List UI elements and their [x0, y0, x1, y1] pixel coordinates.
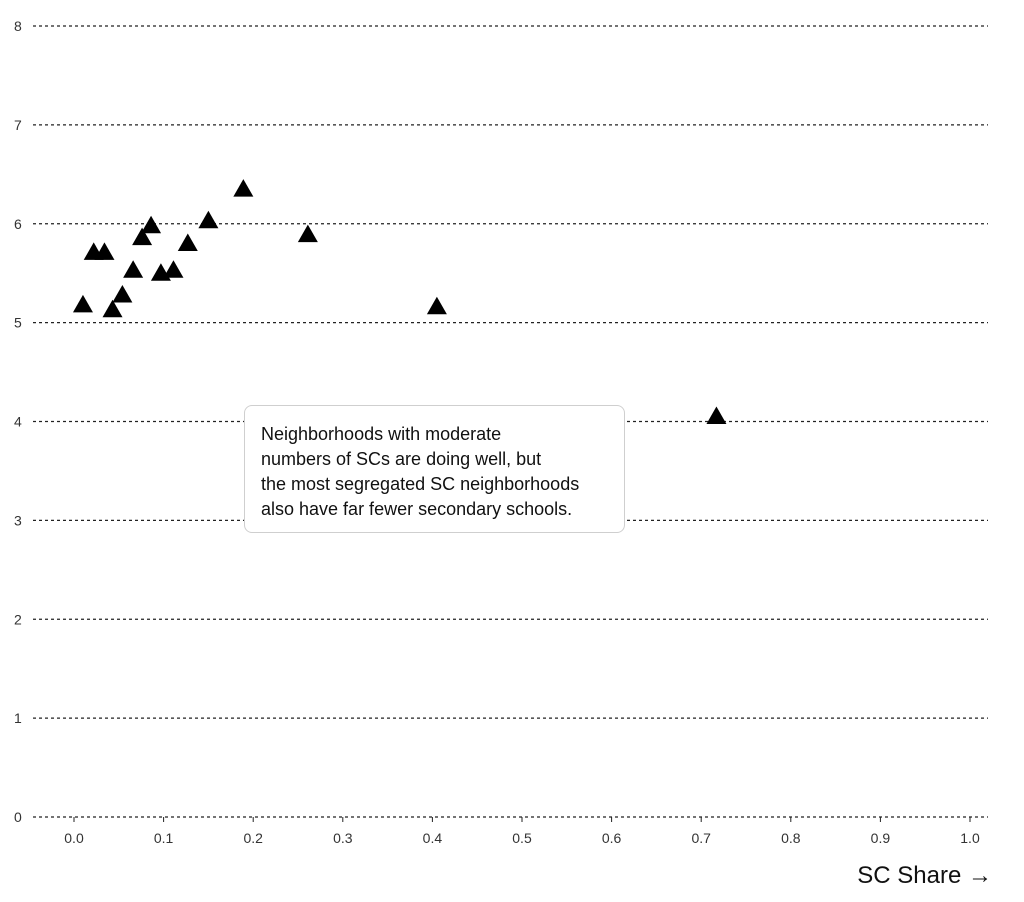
- x-axis-label: SC Share →: [857, 862, 992, 889]
- data-point-14: [297, 224, 318, 243]
- data-point-8: [141, 215, 162, 234]
- y-tick-label: 1: [14, 710, 22, 726]
- annotation-line-3: the most segregated SC neighborhoods: [261, 474, 580, 494]
- x-tick-label: 0.7: [691, 830, 711, 846]
- data-point-4: [102, 299, 123, 318]
- x-tick-label: 0.1: [154, 830, 174, 846]
- data-point-11: [177, 233, 198, 252]
- x-tick-label: 0.3: [333, 830, 353, 846]
- y-tick-label: 5: [14, 315, 22, 331]
- annotation-line-2: numbers of SCs are doing well, but: [261, 449, 542, 469]
- data-point-3: [94, 242, 115, 260]
- data-point-13: [233, 179, 254, 197]
- data-points: [72, 179, 727, 425]
- data-point-16: [706, 406, 727, 425]
- x-tick-label: 0.8: [781, 830, 801, 846]
- y-tick-label: 4: [14, 414, 22, 430]
- annotation-line-1: Neighborhoods with moderate: [261, 424, 502, 444]
- data-point-1: [72, 294, 93, 313]
- x-tick-label: 0.9: [871, 830, 891, 846]
- annotation-box: Neighborhoods with moderate numbers of S…: [244, 405, 625, 533]
- x-tick-label: 1.0: [960, 830, 980, 846]
- y-tick-label: 0: [14, 809, 22, 825]
- x-tick-label: 0.2: [243, 830, 263, 846]
- x-tick-label: 0.0: [64, 830, 84, 846]
- y-tick-label: 3: [14, 512, 22, 528]
- y-tick-label: 8: [14, 18, 22, 34]
- x-tick-label: 0.6: [602, 830, 622, 846]
- data-point-7: [132, 227, 153, 246]
- x-axis-ticks: 0.0 0.1 0.2 0.3 0.4 0.5 0.6 0.7 0.8 0.9 1.0: [64, 817, 980, 846]
- data-point-5: [112, 284, 133, 303]
- y-tick-label: 7: [14, 117, 22, 133]
- y-tick-label: 2: [14, 611, 22, 627]
- data-point-10: [163, 260, 184, 278]
- y-tick-label: 6: [14, 216, 22, 232]
- x-tick-label: 0.4: [423, 830, 443, 846]
- y-axis-ticks: 0 1 2 3 4 5 6 7 8: [14, 18, 22, 825]
- data-point-15: [426, 296, 447, 315]
- annotation-line-4: also have far fewer secondary schools.: [261, 499, 573, 519]
- data-point-6: [123, 260, 144, 278]
- data-point-12: [198, 210, 219, 229]
- x-tick-label: 0.5: [512, 830, 532, 846]
